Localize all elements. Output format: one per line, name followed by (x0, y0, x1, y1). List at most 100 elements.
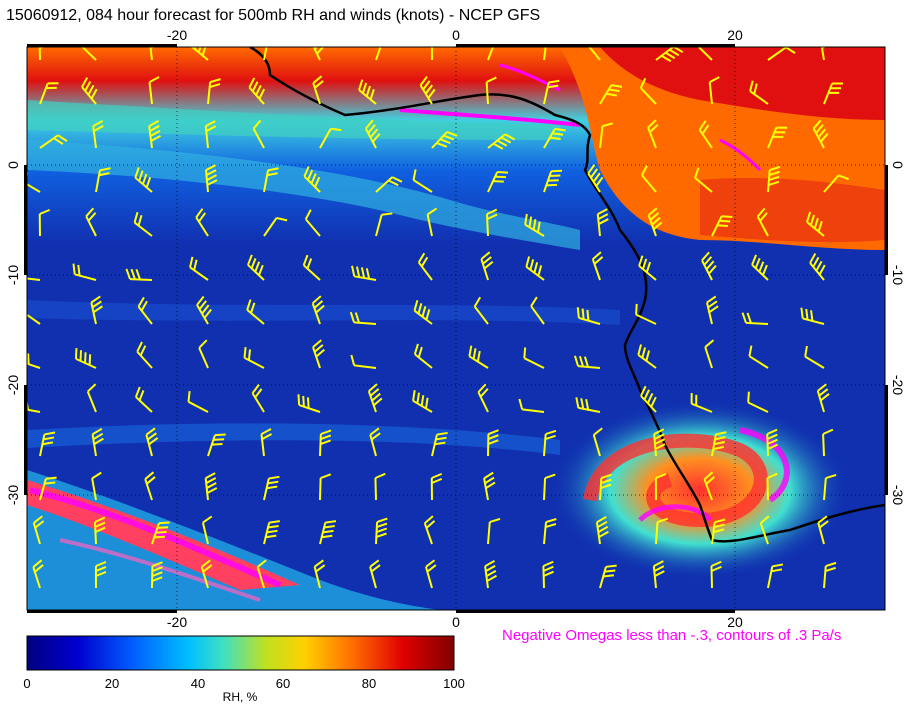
wind-barb (247, 254, 265, 281)
wind-barb (543, 518, 557, 545)
wind-barb (207, 78, 221, 105)
wind-barb (417, 252, 433, 281)
wind-barb (809, 253, 826, 281)
lon-tick-bottom: 20 (727, 614, 743, 630)
wind-barb (201, 515, 213, 545)
wind-barb (263, 520, 281, 545)
wind-barb (95, 167, 111, 193)
wind-barb (297, 394, 321, 413)
wind-barb (655, 517, 669, 545)
wind-barb (573, 355, 601, 369)
wind-barb (312, 75, 324, 105)
wind-barb (823, 174, 849, 193)
wind-barb (375, 212, 393, 237)
wind-barb (748, 345, 769, 369)
wind-barb (485, 76, 497, 105)
wind-barb (812, 119, 829, 149)
lat-tick-right: -10 (890, 265, 906, 285)
wind-barb (483, 471, 496, 501)
wind-barb (576, 307, 601, 325)
wind-barb (32, 559, 44, 589)
wind-barb (766, 472, 778, 501)
wind-barb (711, 431, 727, 457)
wind-barb (319, 429, 332, 457)
wind-barb (756, 207, 769, 237)
wind-barb (708, 76, 720, 105)
wind-barb (759, 515, 770, 545)
colorbar-tick: 0 (23, 676, 31, 691)
wind-barb (484, 560, 497, 589)
colorbar-tick: 40 (190, 676, 206, 691)
wind-barb (635, 303, 657, 325)
wind-barb (39, 431, 56, 457)
wind-barb (302, 254, 321, 281)
lat-tick-right: -20 (890, 375, 906, 395)
wind-barb (823, 561, 837, 589)
wind-barb (319, 127, 342, 149)
wind-barb (413, 343, 433, 369)
wind-barb (148, 76, 160, 105)
wind-barb (133, 211, 153, 237)
wind-barb (431, 130, 458, 149)
wind-barb (487, 133, 516, 150)
wind-barb (543, 47, 548, 61)
wind-barb (543, 429, 557, 457)
wind-barb (751, 254, 769, 281)
lat-tick-left: 0 (5, 161, 21, 169)
wind-barb (530, 296, 545, 325)
wind-barb (90, 295, 103, 325)
wind-barb (518, 398, 545, 413)
wind-barb (485, 208, 498, 237)
wind-barb (204, 164, 218, 193)
wind-barb (81, 77, 98, 105)
rh-field (27, 47, 885, 610)
wind-barb (204, 472, 218, 501)
wind-barb (430, 472, 443, 501)
wind-barb (599, 564, 617, 589)
wind-barb (27, 276, 41, 281)
wind-barb (413, 300, 433, 325)
wind-barb (639, 77, 657, 105)
wind-barb (311, 295, 325, 325)
wind-barb (137, 296, 153, 325)
wind-barb (196, 295, 212, 325)
wind-barb (27, 353, 41, 369)
wind-barb (585, 47, 601, 61)
wind-barb (640, 385, 657, 413)
wind-barb (654, 473, 667, 501)
wind-barb (369, 427, 381, 457)
wind-barb (741, 312, 769, 325)
wind-barb (698, 120, 713, 149)
wind-barb (364, 119, 381, 149)
wind-barb (375, 47, 385, 61)
wind-barb (313, 559, 326, 589)
wind-barb (543, 127, 566, 149)
wind-barb (304, 209, 321, 237)
lat-tick-left: -30 (5, 485, 21, 505)
wind-barb (647, 207, 663, 237)
wind-barb (710, 560, 722, 589)
wind-barb (38, 208, 51, 237)
wind-barb (595, 515, 609, 545)
wind-barb (816, 383, 830, 413)
lon-tick-bottom: 0 (452, 614, 460, 630)
wind-barb (27, 310, 41, 325)
wind-barb (263, 475, 280, 501)
wind-barb (690, 392, 713, 413)
wind-barb (711, 215, 733, 237)
wind-barb (542, 560, 554, 589)
colorbar-tick: 60 (275, 676, 291, 691)
colorbar-tick: 20 (104, 676, 120, 691)
wind-barb (85, 207, 97, 237)
wind-barb (480, 251, 494, 281)
rh-colorbar (26, 635, 455, 671)
wind-barb (425, 559, 437, 589)
colorbar-label: RH, % (222, 690, 258, 704)
wind-barb (426, 207, 438, 237)
wind-barb (39, 82, 59, 105)
wind-barb (86, 383, 97, 413)
wind-barb (524, 213, 545, 237)
lat-tick-right: 0 (890, 161, 906, 169)
wind-barb (701, 251, 717, 281)
